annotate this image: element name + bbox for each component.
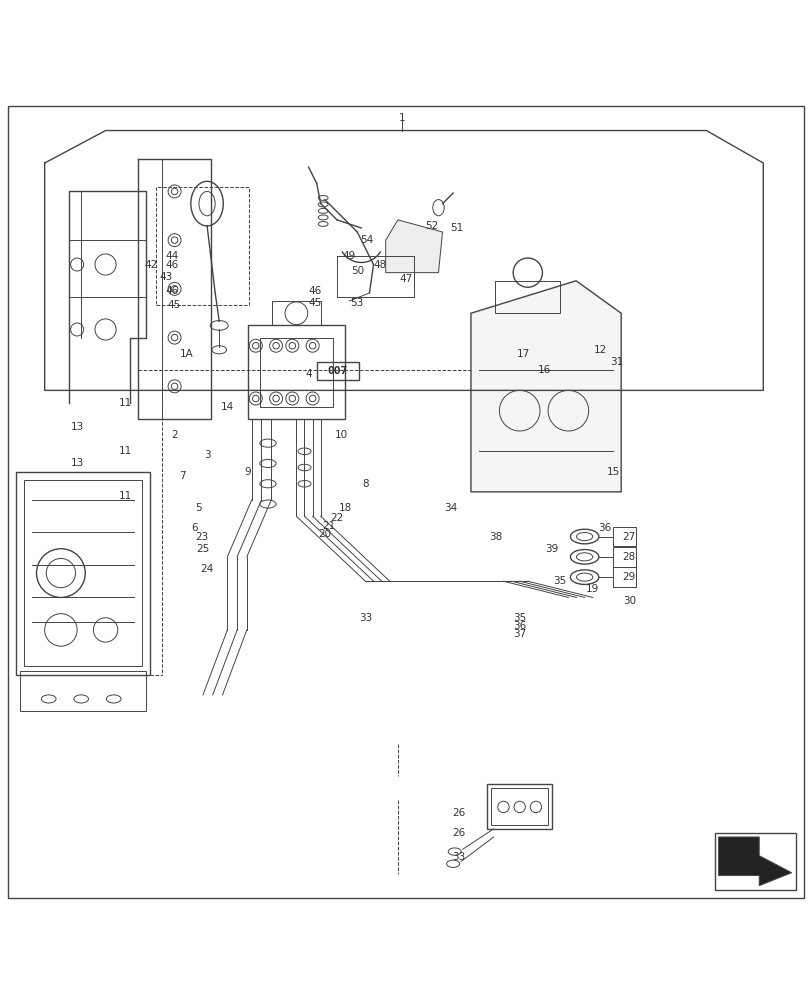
Text: 35: 35 bbox=[553, 576, 566, 586]
Text: 54: 54 bbox=[360, 235, 373, 245]
Text: 28: 28 bbox=[622, 552, 635, 562]
Text: 53: 53 bbox=[350, 298, 363, 308]
Text: 39: 39 bbox=[545, 544, 558, 554]
Text: 47: 47 bbox=[399, 274, 412, 284]
Text: 31: 31 bbox=[610, 357, 623, 367]
Bar bbox=[714, 833, 795, 890]
Text: 2: 2 bbox=[171, 430, 178, 440]
Bar bbox=[612, 567, 635, 587]
Text: 33: 33 bbox=[358, 613, 371, 623]
Text: 21: 21 bbox=[322, 521, 335, 531]
Bar bbox=[612, 547, 635, 567]
Text: 36: 36 bbox=[513, 621, 526, 631]
Text: 42: 42 bbox=[144, 260, 157, 270]
Text: 36: 36 bbox=[598, 523, 611, 533]
Text: 46: 46 bbox=[165, 286, 178, 296]
Text: 007: 007 bbox=[328, 366, 347, 376]
Text: 48: 48 bbox=[373, 260, 386, 270]
Text: 1A: 1A bbox=[180, 349, 193, 359]
Text: 26: 26 bbox=[452, 808, 465, 818]
Text: 52: 52 bbox=[425, 221, 438, 231]
Text: 19: 19 bbox=[586, 584, 599, 594]
Text: 9: 9 bbox=[244, 467, 251, 477]
Text: 30: 30 bbox=[622, 596, 635, 606]
Text: 11: 11 bbox=[119, 398, 132, 408]
Text: 46: 46 bbox=[165, 260, 178, 270]
Bar bbox=[612, 527, 635, 546]
Bar bbox=[24, 480, 142, 666]
Text: 13: 13 bbox=[71, 422, 84, 432]
Text: 5: 5 bbox=[195, 503, 202, 513]
Text: 23: 23 bbox=[195, 532, 208, 542]
Text: 45: 45 bbox=[308, 298, 321, 308]
Bar bbox=[491, 788, 547, 825]
Polygon shape bbox=[718, 837, 791, 886]
Text: 18: 18 bbox=[338, 503, 351, 513]
Text: 14: 14 bbox=[221, 402, 234, 412]
Text: 17: 17 bbox=[517, 349, 530, 359]
Text: 44: 44 bbox=[165, 251, 178, 261]
Text: 11: 11 bbox=[119, 491, 132, 501]
Text: 49: 49 bbox=[342, 251, 355, 261]
Text: 1: 1 bbox=[398, 113, 405, 123]
Text: 43: 43 bbox=[160, 272, 173, 282]
Text: 20: 20 bbox=[318, 529, 331, 539]
Text: 29: 29 bbox=[622, 572, 635, 582]
Text: 25: 25 bbox=[196, 544, 209, 554]
Bar bbox=[16, 472, 150, 675]
Text: 11: 11 bbox=[119, 446, 132, 456]
Bar bbox=[247, 325, 345, 419]
Bar bbox=[156, 187, 249, 305]
Text: 4: 4 bbox=[305, 369, 311, 379]
Text: 13: 13 bbox=[71, 458, 84, 468]
Text: 26: 26 bbox=[452, 828, 465, 838]
Text: 8: 8 bbox=[362, 479, 368, 489]
Text: 46: 46 bbox=[308, 286, 321, 296]
Polygon shape bbox=[470, 281, 620, 492]
Text: 50: 50 bbox=[350, 266, 363, 276]
Bar bbox=[272, 301, 320, 325]
Text: 38: 38 bbox=[488, 532, 501, 542]
Text: 15: 15 bbox=[606, 467, 619, 477]
Bar bbox=[487, 784, 551, 829]
Text: 34: 34 bbox=[444, 503, 457, 513]
Text: 22: 22 bbox=[330, 513, 343, 523]
Text: 51: 51 bbox=[449, 223, 462, 233]
Text: 24: 24 bbox=[200, 564, 213, 574]
Text: 7: 7 bbox=[179, 471, 186, 481]
Bar bbox=[316, 362, 358, 380]
Text: 37: 37 bbox=[513, 629, 526, 639]
Text: 6: 6 bbox=[191, 523, 198, 533]
Text: 35: 35 bbox=[513, 613, 526, 623]
Text: 12: 12 bbox=[594, 345, 607, 355]
Text: 10: 10 bbox=[334, 430, 347, 440]
Text: 45: 45 bbox=[167, 300, 180, 310]
Text: 27: 27 bbox=[622, 532, 635, 542]
Text: 33: 33 bbox=[452, 852, 465, 862]
Polygon shape bbox=[385, 220, 442, 273]
Text: 16: 16 bbox=[537, 365, 550, 375]
Text: 3: 3 bbox=[204, 450, 210, 460]
Bar bbox=[20, 671, 146, 711]
Bar bbox=[495, 281, 560, 313]
Bar bbox=[260, 338, 333, 407]
